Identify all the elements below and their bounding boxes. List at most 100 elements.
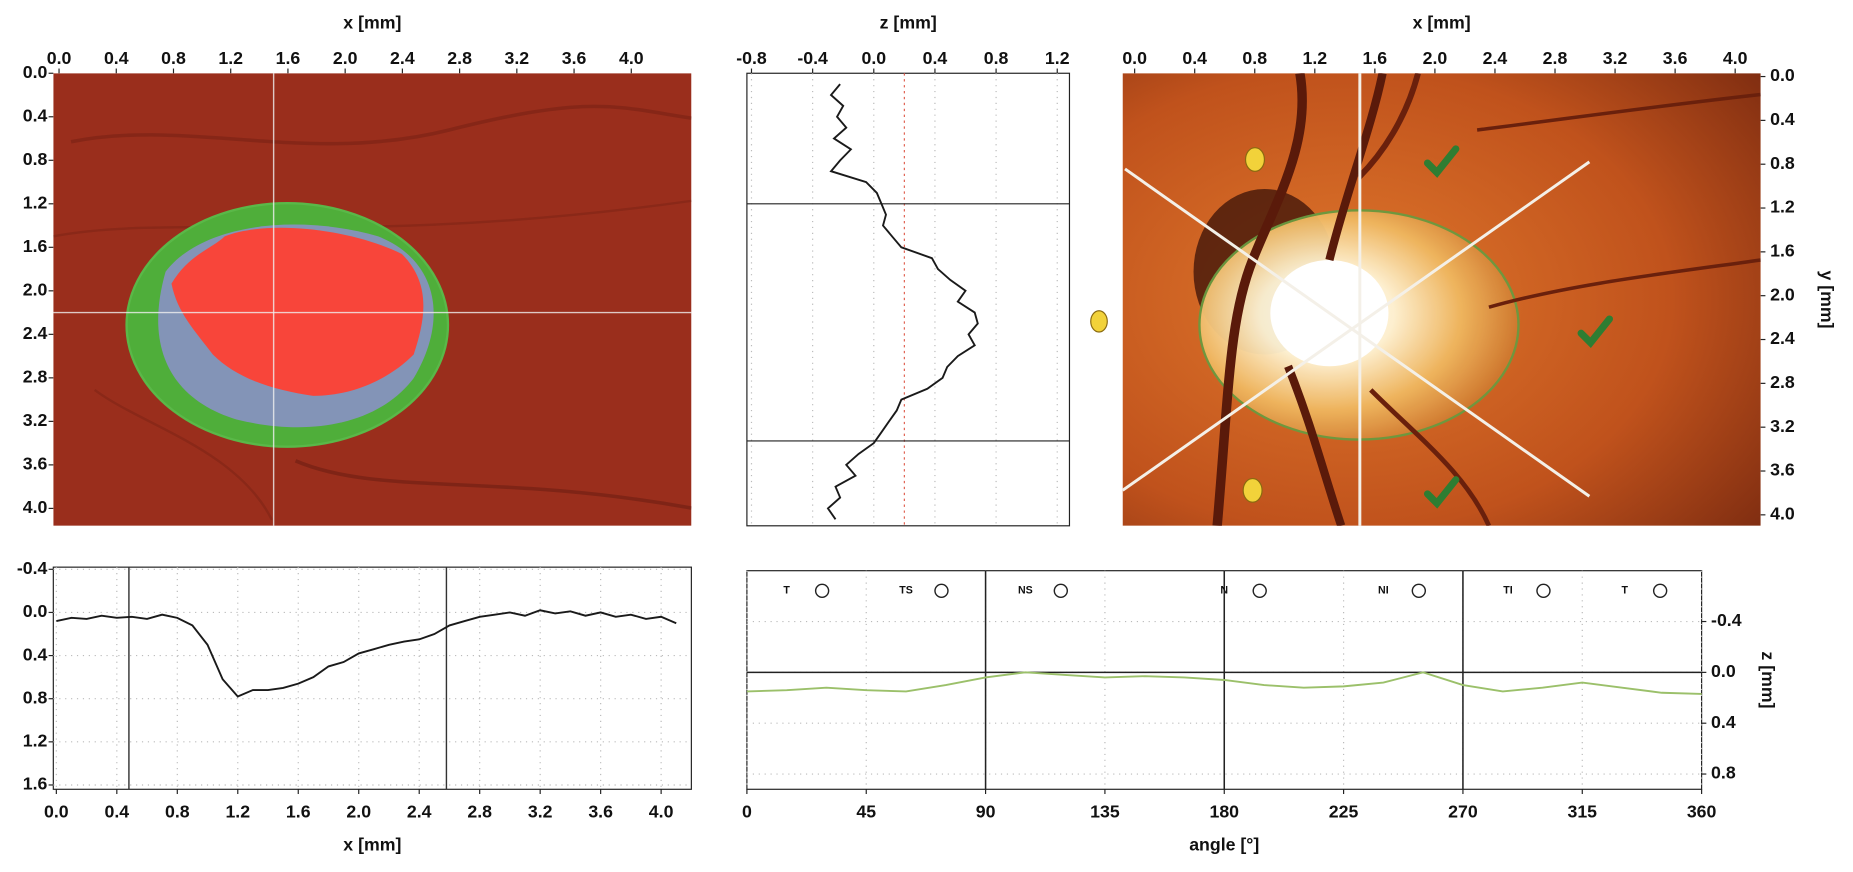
x-tick-label: 1.2	[225, 802, 250, 822]
x-tick-label: 270	[1448, 802, 1478, 822]
x-tick-label: 4.0	[649, 802, 674, 822]
y-tick-label: -0.4	[1711, 610, 1742, 630]
x-tick-label: 1.2	[1302, 48, 1327, 68]
y-tick-label: 0.8	[23, 149, 48, 169]
x-tick-label: -0.8	[736, 48, 767, 68]
x-tick-label: 0.8	[1242, 48, 1267, 68]
sector-label: NI	[1378, 585, 1389, 597]
x-tick-label: 2.4	[407, 802, 432, 822]
y-tick-label: 0.0	[23, 62, 48, 82]
y-tick-label: 0.8	[1770, 153, 1795, 173]
x-tick-label: 0	[742, 802, 752, 822]
x-tick-label: 2.0	[1423, 48, 1448, 68]
frame	[52, 566, 692, 790]
y-tick-label: 0.4	[1770, 109, 1795, 129]
x-tick-label: 1.6	[286, 802, 311, 822]
x-axis-title: x [mm]	[1413, 12, 1471, 32]
x-tick-label: 0.0	[44, 802, 69, 822]
x-tick-label: 4.0	[1723, 48, 1748, 68]
x-tick-label: 1.6	[1363, 48, 1388, 68]
sector-icon	[1652, 583, 1668, 598]
x-tick-label: 4.0	[619, 48, 644, 68]
x-axis-title: x [mm]	[343, 12, 401, 32]
y-tick-label: 3.6	[23, 454, 48, 474]
x-tick-label: 360	[1687, 802, 1717, 822]
sector-label: N	[1220, 585, 1228, 597]
sector-icon	[934, 583, 949, 598]
x-tick-label: 0.0	[861, 48, 886, 68]
sector-label: TI	[1503, 585, 1512, 597]
sector-label: TS	[899, 585, 913, 597]
y-tick-label: 4.0	[1770, 504, 1795, 524]
x-axis-title: z [mm]	[880, 12, 937, 32]
x-tick-label: 1.2	[1045, 48, 1070, 68]
y-tick-label: 0.4	[23, 644, 48, 664]
x-axis-title: angle [°]	[1189, 835, 1259, 855]
x-tick-label: 0.0	[1122, 48, 1147, 68]
y-tick-label: 3.6	[1770, 460, 1795, 480]
panel: 0 45 90 135 180 225 270 315 360 -0.4 0.0 0.4 0.8 angl…	[742, 570, 1778, 855]
y-tick-label: 0.0	[23, 601, 48, 621]
marker-icon	[1090, 310, 1108, 333]
y-tick-label: 0.8	[1711, 763, 1736, 783]
y-tick-label: 1.2	[23, 731, 48, 751]
y-axis-title: z [mm]	[1758, 651, 1778, 708]
y-tick-label: 0.4	[1711, 712, 1736, 732]
y-tick-label: 3.2	[1770, 416, 1795, 436]
x-tick-label: 0.8	[161, 48, 186, 68]
panel: -0.8 -0.4 0.0 0.4 0.8 1.2 z [mm]	[736, 12, 1070, 526]
y-tick-label: 2.8	[1770, 372, 1795, 392]
y-tick-label: 2.8	[23, 367, 48, 387]
sector-label: T	[783, 585, 790, 597]
x-tick-label: 135	[1090, 802, 1120, 822]
sector-icon	[1252, 583, 1267, 598]
y-tick-label: 1.6	[1770, 241, 1795, 261]
sector-icon	[1536, 583, 1551, 598]
x-tick-label: 2.4	[1483, 48, 1508, 68]
x-tick-label: 180	[1209, 802, 1239, 822]
y-tick-label: 0.0	[1770, 65, 1795, 85]
y-tick-label: 0.8	[23, 687, 48, 707]
x-tick-label: 90	[976, 802, 996, 822]
x-axis-title: x [mm]	[343, 835, 401, 855]
panel: 0.0 0.4 0.8 1.2 1.6 2.0 2.4 2.8 3.2 3.6 4.0 0.0 0.4 0…	[23, 12, 692, 526]
y-tick-label: 2.0	[23, 280, 48, 300]
y-tick-label: 2.0	[1770, 284, 1795, 304]
x-tick-label: 3.6	[588, 802, 613, 822]
y-tick-label: 1.2	[1770, 197, 1795, 217]
sector-icon	[1053, 583, 1069, 598]
x-tick-label: 3.2	[505, 48, 530, 68]
y-tick-label: 1.6	[23, 774, 48, 794]
y-tick-label: 4.0	[23, 497, 48, 517]
x-tick-label: 2.0	[333, 48, 358, 68]
x-tick-label: 2.8	[467, 802, 492, 822]
panel: 0.0 0.4 0.8 1.2 1.6 2.0 2.4 2.8 3.2 3.6 4.0 -0.4 0.0…	[17, 558, 692, 855]
y-tick-label: 1.2	[23, 192, 48, 212]
x-tick-label: 3.6	[562, 48, 587, 68]
sector-icon	[814, 583, 830, 598]
x-tick-label: 45	[856, 802, 876, 822]
x-tick-label: 1.2	[218, 48, 243, 68]
x-tick-label: 1.6	[276, 48, 301, 68]
x-tick-label: 0.4	[1182, 48, 1207, 68]
y-tick-label: 0.4	[23, 105, 48, 125]
x-tick-label: 0.0	[47, 48, 72, 68]
frame	[746, 72, 1071, 527]
x-tick-label: 2.8	[447, 48, 472, 68]
x-tick-label: -0.4	[797, 48, 828, 68]
data-line	[56, 609, 677, 698]
x-tick-label: 0.4	[923, 48, 948, 68]
x-tick-label: 2.0	[346, 802, 371, 822]
y-tick-label: 1.6	[23, 236, 48, 256]
sector-icon	[1411, 583, 1427, 598]
x-tick-label: 3.2	[528, 802, 553, 822]
x-tick-label: 225	[1329, 802, 1359, 822]
x-tick-label: 0.8	[165, 802, 190, 822]
fundus-photo	[1122, 73, 1761, 526]
x-tick-label: 0.4	[104, 48, 129, 68]
x-tick-label: 2.4	[390, 48, 415, 68]
depth-map	[53, 73, 692, 526]
data-line	[746, 671, 1702, 695]
y-tick-label: 2.4	[1770, 328, 1795, 348]
